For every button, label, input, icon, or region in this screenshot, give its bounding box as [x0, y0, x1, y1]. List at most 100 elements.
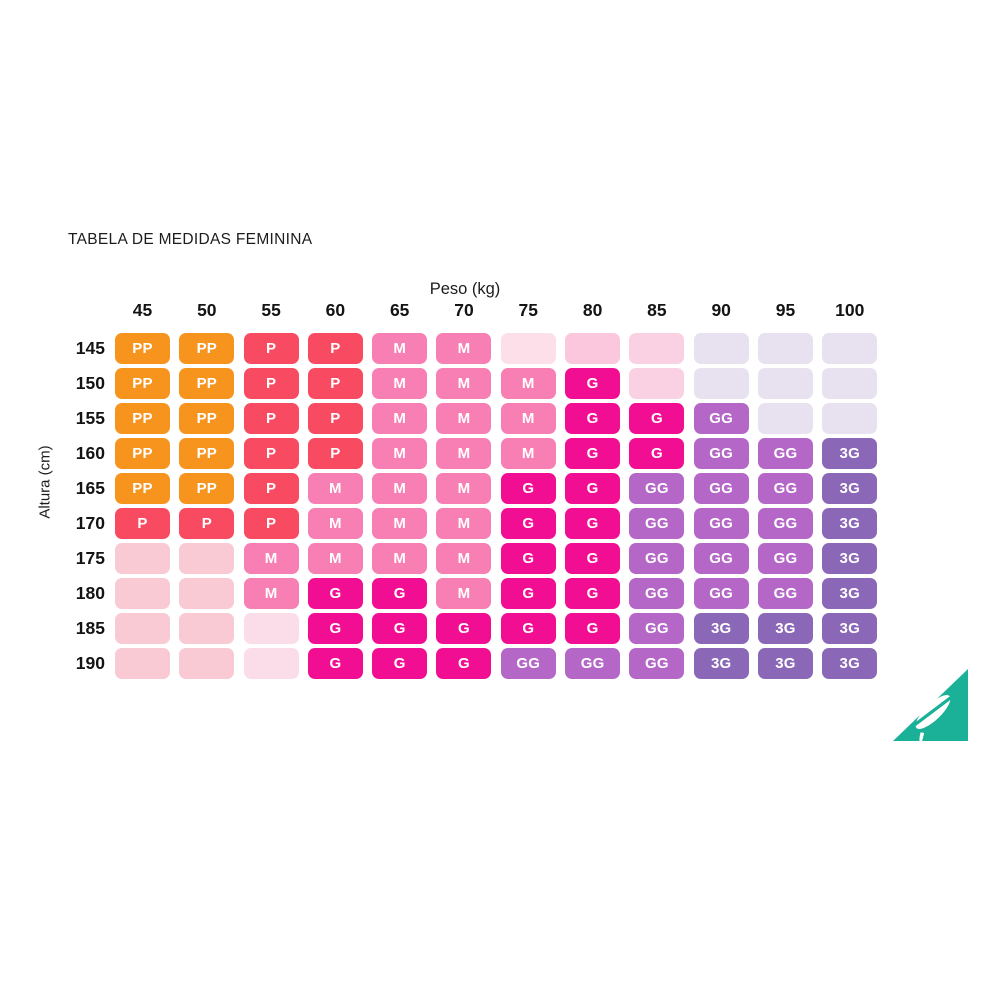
size-cell-170-70: M [436, 508, 492, 539]
size-cell-180-65: G [372, 578, 428, 609]
size-cell-185-100: 3G [822, 613, 878, 644]
size-cell-185-90: 3G [693, 613, 749, 644]
size-cell-175-75: G [500, 543, 556, 574]
size-cell-175-80: G [565, 543, 621, 574]
size-cell-150-60: P [307, 368, 363, 399]
size-cell-180-95: GG [757, 578, 813, 609]
size-cell-185-70: G [436, 613, 492, 644]
size-cell-180-100: 3G [822, 578, 878, 609]
size-cell-145-60: P [307, 333, 363, 364]
col-header-100: 100 [835, 300, 865, 320]
empty-cell-145-80 [565, 333, 621, 364]
size-cell-180-60: G [307, 578, 363, 609]
size-cell-165-85: GG [629, 473, 685, 504]
size-cell-165-90: GG [693, 473, 749, 504]
size-cell-180-70: M [436, 578, 492, 609]
empty-cell-150-85 [629, 368, 685, 399]
empty-cell-175-45 [115, 543, 170, 574]
size-cell-165-45: PP [115, 473, 170, 504]
size-cell-160-55: P [243, 438, 299, 469]
size-cell-150-80: G [565, 368, 621, 399]
size-cell-170-50: P [179, 508, 235, 539]
empty-cell-185-55 [243, 613, 299, 644]
size-cell-190-100: 3G [822, 648, 878, 679]
size-cell-190-65: G [372, 648, 428, 679]
size-cell-175-70: M [436, 543, 492, 574]
size-cell-155-80: G [565, 403, 621, 434]
row-header-190: 190 [75, 653, 105, 673]
row-header-175: 175 [75, 548, 105, 568]
size-cell-175-60: M [307, 543, 363, 574]
empty-cell-150-90 [693, 368, 749, 399]
size-cell-155-60: P [307, 403, 363, 434]
column-headers: 45 50 55 60 65 70 75 80 85 90 95 100 [115, 300, 877, 321]
size-cell-175-95: GG [757, 543, 813, 574]
size-cell-185-95: 3G [757, 613, 813, 644]
empty-cell-190-50 [179, 648, 235, 679]
row-header-165: 165 [75, 478, 105, 498]
size-cell-145-50: PP [179, 333, 235, 364]
col-header-55: 55 [261, 300, 281, 320]
size-cell-145-70: M [436, 333, 492, 364]
col-header-90: 90 [711, 300, 731, 320]
col-header-45: 45 [132, 300, 153, 320]
size-cell-170-95: GG [757, 508, 813, 539]
size-cell-165-70: M [436, 473, 492, 504]
size-cell-155-85: G [629, 403, 685, 434]
size-cell-145-65: M [372, 333, 428, 364]
size-cell-180-75: G [500, 578, 556, 609]
size-cell-150-70: M [436, 368, 492, 399]
size-cell-150-65: M [372, 368, 428, 399]
empty-cell-145-95 [757, 333, 813, 364]
empty-cell-145-85 [629, 333, 685, 364]
size-cell-155-65: M [372, 403, 428, 434]
size-cell-170-75: G [500, 508, 556, 539]
row-header-150: 150 [75, 373, 105, 393]
size-cell-160-60: P [307, 438, 363, 469]
size-cell-155-90: GG [693, 403, 749, 434]
size-cell-155-75: M [500, 403, 556, 434]
size-cell-160-45: PP [115, 438, 170, 469]
size-cell-165-50: PP [179, 473, 235, 504]
size-grid: PP PP P P M M PP PP P P M M M G PP PP P P M M M G G GG PP PP P P M M M… [115, 333, 878, 679]
size-cell-190-75: GG [500, 648, 556, 679]
size-cell-185-80: G [565, 613, 621, 644]
size-cell-145-45: PP [115, 333, 170, 364]
size-cell-190-80: GG [565, 648, 621, 679]
size-cell-170-65: M [372, 508, 428, 539]
size-cell-155-55: P [243, 403, 299, 434]
empty-cell-190-45 [115, 648, 170, 679]
col-header-60: 60 [325, 300, 346, 320]
empty-cell-185-50 [179, 613, 235, 644]
size-cell-170-90: GG [693, 508, 749, 539]
row-header-160: 160 [75, 443, 105, 463]
empty-cell-150-100 [822, 368, 878, 399]
row-header-180: 180 [75, 583, 105, 603]
size-cell-175-100: 3G [822, 543, 878, 574]
empty-cell-175-50 [179, 543, 235, 574]
size-cell-155-50: PP [179, 403, 235, 434]
size-cell-160-50: PP [179, 438, 235, 469]
size-cell-190-85: GG [629, 648, 685, 679]
size-cell-160-85: G [629, 438, 685, 469]
size-cell-180-55: M [243, 578, 299, 609]
row-headers: 145 150 155 160 165 170 175 180 185 190 [0, 333, 105, 683]
row-header-145: 145 [75, 338, 105, 358]
empty-cell-150-95 [757, 368, 813, 399]
empty-cell-145-90 [693, 333, 749, 364]
row-header-170: 170 [75, 513, 105, 533]
col-header-75: 75 [518, 300, 539, 320]
size-cell-170-100: 3G [822, 508, 878, 539]
size-cell-190-90: 3G [693, 648, 749, 679]
empty-cell-185-45 [115, 613, 170, 644]
size-cell-175-65: M [372, 543, 428, 574]
size-cell-170-55: P [243, 508, 299, 539]
size-cell-160-80: G [565, 438, 621, 469]
col-header-85: 85 [647, 300, 667, 320]
row-header-185: 185 [75, 618, 105, 638]
col-header-50: 50 [197, 300, 217, 320]
row-header-155: 155 [75, 408, 105, 428]
size-cell-170-80: G [565, 508, 621, 539]
size-cell-155-45: PP [115, 403, 170, 434]
